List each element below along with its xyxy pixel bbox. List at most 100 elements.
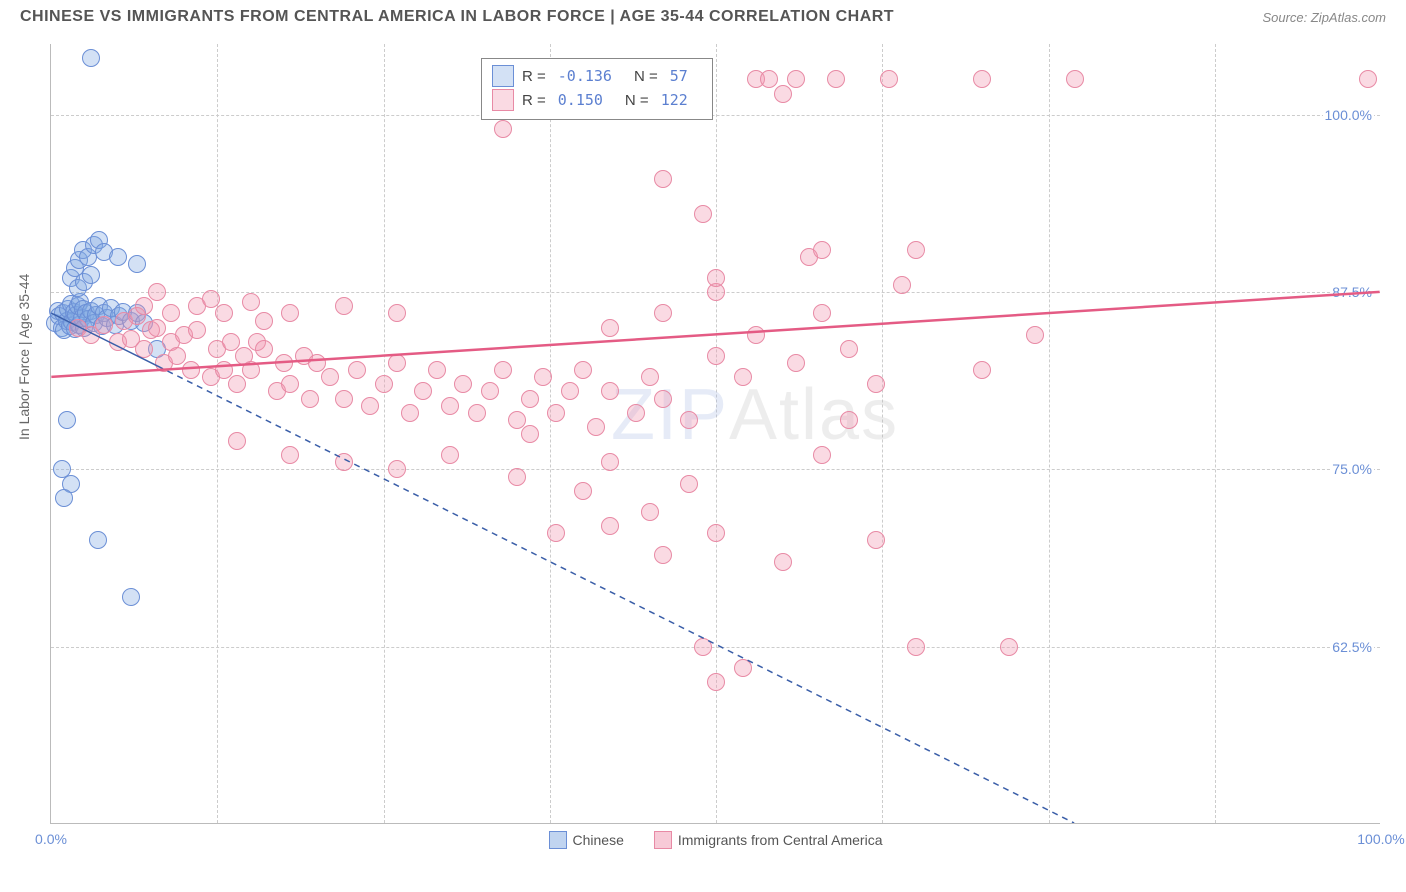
data-point-central [521,425,539,443]
data-point-chinese [128,255,146,273]
data-point-central [694,638,712,656]
data-point-central [222,333,240,351]
data-point-central [168,347,186,365]
data-point-central [654,546,672,564]
data-point-chinese [109,248,127,266]
gridline-v [384,44,385,823]
legend-swatch [549,831,567,849]
data-point-central [601,382,619,400]
data-point-central [468,404,486,422]
data-point-central [348,361,366,379]
data-point-chinese [82,49,100,67]
data-point-central [707,347,725,365]
data-point-central [694,205,712,223]
data-point-central [627,404,645,422]
data-point-central [281,446,299,464]
data-point-central [301,390,319,408]
data-point-central [680,475,698,493]
data-point-central [1000,638,1018,656]
data-point-central [774,553,792,571]
data-point-central [375,375,393,393]
data-point-central [1026,326,1044,344]
data-point-central [188,321,206,339]
data-point-central [428,361,446,379]
data-point-central [454,375,472,393]
data-point-central [215,304,233,322]
data-point-central [973,361,991,379]
data-point-central [335,453,353,471]
data-point-central [734,659,752,677]
data-point-chinese [55,489,73,507]
data-point-central [135,297,153,315]
data-point-central [601,319,619,337]
data-point-central [707,673,725,691]
data-point-central [601,517,619,535]
data-point-central [1066,70,1084,88]
data-point-central [228,432,246,450]
data-point-central [787,70,805,88]
data-point-central [255,312,273,330]
data-point-chinese [82,266,100,284]
y-axis-label: In Labor Force | Age 35-44 [16,274,32,440]
legend-row-chinese: R =-0.136 N =57 [492,65,702,87]
data-point-central [335,297,353,315]
data-point-central [242,361,260,379]
gridline-v [1049,44,1050,823]
gridline-v [716,44,717,823]
data-point-central [601,453,619,471]
data-point-central [521,390,539,408]
data-point-central [840,411,858,429]
data-point-central [654,304,672,322]
data-point-central [774,85,792,103]
data-point-central [813,241,831,259]
data-point-central [641,368,659,386]
xtick-label: 0.0% [35,831,67,847]
data-point-central [907,638,925,656]
data-point-central [148,283,166,301]
data-point-central [813,304,831,322]
data-point-central [281,375,299,393]
data-point-central [654,170,672,188]
gridline-v [1215,44,1216,823]
data-point-central [813,446,831,464]
data-point-central [867,375,885,393]
data-point-central [827,70,845,88]
gridline-v [882,44,883,823]
data-point-central [275,354,293,372]
data-point-central [561,382,579,400]
data-point-central [281,304,299,322]
data-point-central [202,290,220,308]
data-point-central [574,361,592,379]
data-point-central [135,340,153,358]
chart-title: CHINESE VS IMMIGRANTS FROM CENTRAL AMERI… [20,8,894,26]
data-point-central [508,411,526,429]
legend-label: Chinese [573,832,624,848]
data-point-central [867,531,885,549]
legend-swatch [654,831,672,849]
data-point-central [508,468,526,486]
data-point-central [547,524,565,542]
swatch-chinese [492,65,514,87]
legend-label: Immigrants from Central America [678,832,883,848]
data-point-central [574,482,592,500]
data-point-central [388,460,406,478]
data-point-central [335,390,353,408]
data-point-central [255,340,273,358]
legend-row-central: R =0.150 N =122 [492,89,702,111]
ytick-label: 62.5% [1330,639,1374,655]
data-point-central [494,120,512,138]
data-point-central [734,368,752,386]
data-point-central [747,326,765,344]
data-point-central [182,361,200,379]
scatter-chart: ZIPAtlas R =-0.136 N =57 R =0.150 N =122… [50,44,1380,824]
data-point-central [893,276,911,294]
bottom-legend-item: Immigrants from Central America [654,831,883,849]
ytick-label: 87.5% [1330,284,1374,300]
data-point-central [973,70,991,88]
data-point-central [162,304,180,322]
data-point-central [654,390,672,408]
data-point-central [481,382,499,400]
data-point-central [641,503,659,521]
bottom-legend: Chinese Immigrants from Central America [51,831,1380,849]
swatch-central [492,89,514,111]
